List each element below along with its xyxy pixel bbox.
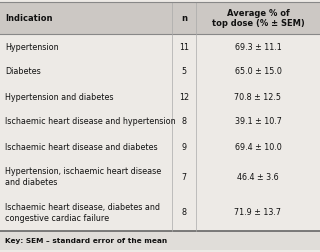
Text: 70.8 ± 12.5: 70.8 ± 12.5 bbox=[235, 92, 282, 101]
Text: Ischaemic heart disease and diabetes: Ischaemic heart disease and diabetes bbox=[5, 142, 158, 151]
Text: Hypertension, ischaemic heart disease
and diabetes: Hypertension, ischaemic heart disease an… bbox=[5, 167, 161, 186]
Bar bbox=[0, 59, 320, 84]
Text: 5: 5 bbox=[181, 67, 187, 76]
Bar bbox=[0, 3, 320, 34]
Text: Diabetes: Diabetes bbox=[5, 67, 41, 76]
Text: Key: SEM – standard error of the mean: Key: SEM – standard error of the mean bbox=[5, 237, 167, 243]
Text: n: n bbox=[181, 14, 187, 23]
Text: 9: 9 bbox=[181, 142, 187, 151]
Text: Indication: Indication bbox=[5, 14, 52, 23]
Text: Hypertension: Hypertension bbox=[5, 42, 59, 51]
Text: 46.4 ± 3.6: 46.4 ± 3.6 bbox=[237, 172, 279, 181]
Bar bbox=[0, 109, 320, 134]
Bar bbox=[0, 159, 320, 194]
Bar bbox=[0, 194, 320, 231]
Text: 12: 12 bbox=[179, 92, 189, 101]
Text: 65.0 ± 15.0: 65.0 ± 15.0 bbox=[235, 67, 281, 76]
Bar bbox=[0, 134, 320, 159]
Text: 71.9 ± 13.7: 71.9 ± 13.7 bbox=[235, 208, 282, 217]
Text: 7: 7 bbox=[181, 172, 187, 181]
Text: 69.4 ± 10.0: 69.4 ± 10.0 bbox=[235, 142, 281, 151]
Bar bbox=[0, 84, 320, 109]
Bar bbox=[0, 34, 320, 59]
Text: 8: 8 bbox=[181, 208, 187, 217]
Text: Ischaemic heart disease and hypertension: Ischaemic heart disease and hypertension bbox=[5, 117, 176, 126]
Text: Hypertension and diabetes: Hypertension and diabetes bbox=[5, 92, 114, 101]
Text: 69.3 ± 11.1: 69.3 ± 11.1 bbox=[235, 42, 281, 51]
Text: 8: 8 bbox=[181, 117, 187, 126]
Bar bbox=[0, 231, 320, 249]
Text: Ischaemic heart disease, diabetes and
congestive cardiac failure: Ischaemic heart disease, diabetes and co… bbox=[5, 202, 160, 222]
Text: 11: 11 bbox=[179, 42, 189, 51]
Text: 39.1 ± 10.7: 39.1 ± 10.7 bbox=[235, 117, 281, 126]
Text: Average % of
top dose (% ± SEM): Average % of top dose (% ± SEM) bbox=[212, 9, 304, 28]
